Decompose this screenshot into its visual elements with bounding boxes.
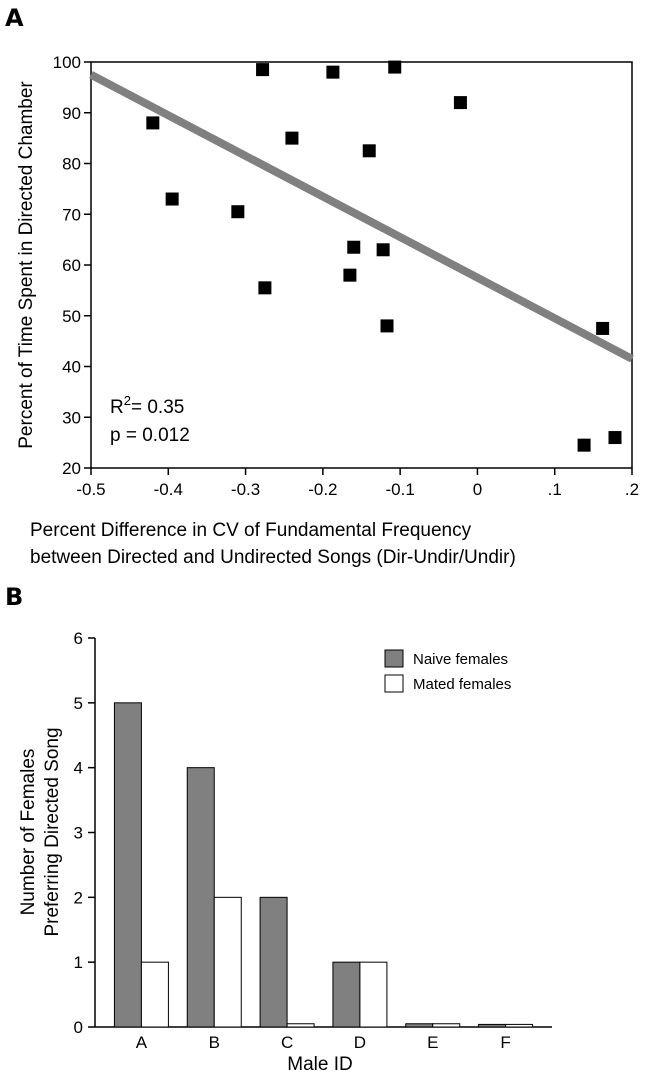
scatter-points [146,60,622,452]
scatter-point [343,268,357,282]
panel-b: B 0 1 2 3 4 5 6 A B C D E F Naive females Mated fem… [5,583,552,1075]
bar-y-tick-label: 2 [74,888,83,907]
bar-y-tick-label: 1 [74,953,83,972]
r-squared-superscript: 2 [124,393,131,408]
scatter-point [362,144,376,158]
bar-series [113,702,534,1028]
bar-x-axis: A B C D E F [136,1033,511,1052]
r-squared-prefix: R [110,397,124,418]
legend-label-naive: Naive females [413,651,508,668]
bar-mated-A [140,961,169,1028]
scatter-x-tick-label: 0 [473,480,482,499]
bar-category-label: D [354,1033,366,1052]
bar-category-label: A [136,1033,148,1052]
bar-naive-A [113,702,142,1028]
bar-category-label: C [281,1033,293,1052]
scatter-x-tick-label: -0.2 [308,480,337,499]
bar-x-axis-label: Male ID [287,1054,352,1075]
bar-y-tick-label: 4 [74,759,83,778]
scatter-point [231,205,245,219]
scatter-point [453,96,467,110]
scatter-point [165,192,179,206]
bar-naive-E [405,1023,434,1028]
scatter-point [376,243,390,257]
scatter-point [258,281,272,295]
scatter-y-tick-label: 50 [62,307,81,326]
scatter-x-axis-label-line1: Percent Difference in CV of Fundamental … [30,520,472,541]
scatter-x-tick-label: -0.4 [154,480,183,499]
regression-line [89,71,634,363]
scatter-point [388,60,402,74]
panel-a-label: A [5,4,24,32]
scatter-point [380,319,394,333]
scatter-y-axis-label: Percent of Time Spent in Directed Chambe… [16,81,37,449]
bar-y-tick-label: 5 [74,694,83,713]
scatter-x-tick-label: .2 [625,480,639,499]
scatter-y-tick-label: 70 [62,205,81,224]
scatter-point [596,321,610,335]
bar-naive-C [259,896,288,1028]
bar-naive-D [332,961,361,1028]
legend-swatch-mated [384,674,404,693]
bar-mated-B [213,896,242,1028]
r-squared-value: = 0.35 [131,397,184,418]
scatter-y-tick-label: 90 [62,104,81,123]
bar-y-tick-label: 0 [74,1018,83,1037]
panel-b-label: B [5,583,23,611]
bar-mated-E [432,1023,461,1028]
bar-category-label: E [427,1033,438,1052]
bar-y-tick-label: 3 [74,824,83,843]
scatter-point [577,438,591,452]
scatter-x-axis-label-line2: between Directed and Undirected Songs (D… [30,547,516,568]
scatter-x-tick-label: -0.5 [76,480,105,499]
scatter-y-tick-label: 40 [62,358,81,377]
bar-mated-D [359,961,388,1028]
scatter-point [256,63,270,77]
scatter-x-tick-label: .1 [548,480,562,499]
scatter-point [608,431,622,445]
scatter-x-axis: -0.5 -0.4 -0.3 -0.2 -0.1 0 .1 .2 [76,468,639,499]
bar-y-axis: 0 1 2 3 4 5 6 [74,629,95,1037]
scatter-y-tick-label: 20 [62,459,81,478]
legend-label-mated: Mated females [413,676,511,693]
bar-naive-F [478,1023,507,1028]
bar-naive-B [186,767,215,1028]
bar-y-tick-label: 6 [74,629,83,648]
p-value-annotation: p = 0.012 [110,425,190,446]
scatter-point [285,131,299,145]
bar-y-axis-label-line1: Number of Females [18,749,39,916]
scatter-y-tick-label: 60 [62,256,81,275]
bar-category-label: B [209,1033,220,1052]
scatter-x-tick-label: -0.3 [231,480,260,499]
scatter-y-axis: 20 30 40 50 60 70 80 90 100 [53,53,91,478]
legend-swatch-naive [384,649,404,668]
bar-category-label: F [500,1033,510,1052]
scatter-y-tick-label: 80 [62,155,81,174]
scatter-point [146,116,160,130]
scatter-y-tick-label: 30 [62,408,81,427]
legend: Naive females Mated females [384,649,511,693]
scatter-y-tick-label: 100 [53,53,81,72]
bar-y-axis-label-line2: Preferring Directed Song [42,727,63,936]
bar-mated-F [505,1023,534,1028]
r-squared-annotation: R2= 0.35 [110,393,184,418]
bar-mated-C [286,1023,315,1028]
scatter-x-tick-label: -0.1 [385,480,414,499]
scatter-point [347,240,361,254]
scatter-point [326,65,340,79]
